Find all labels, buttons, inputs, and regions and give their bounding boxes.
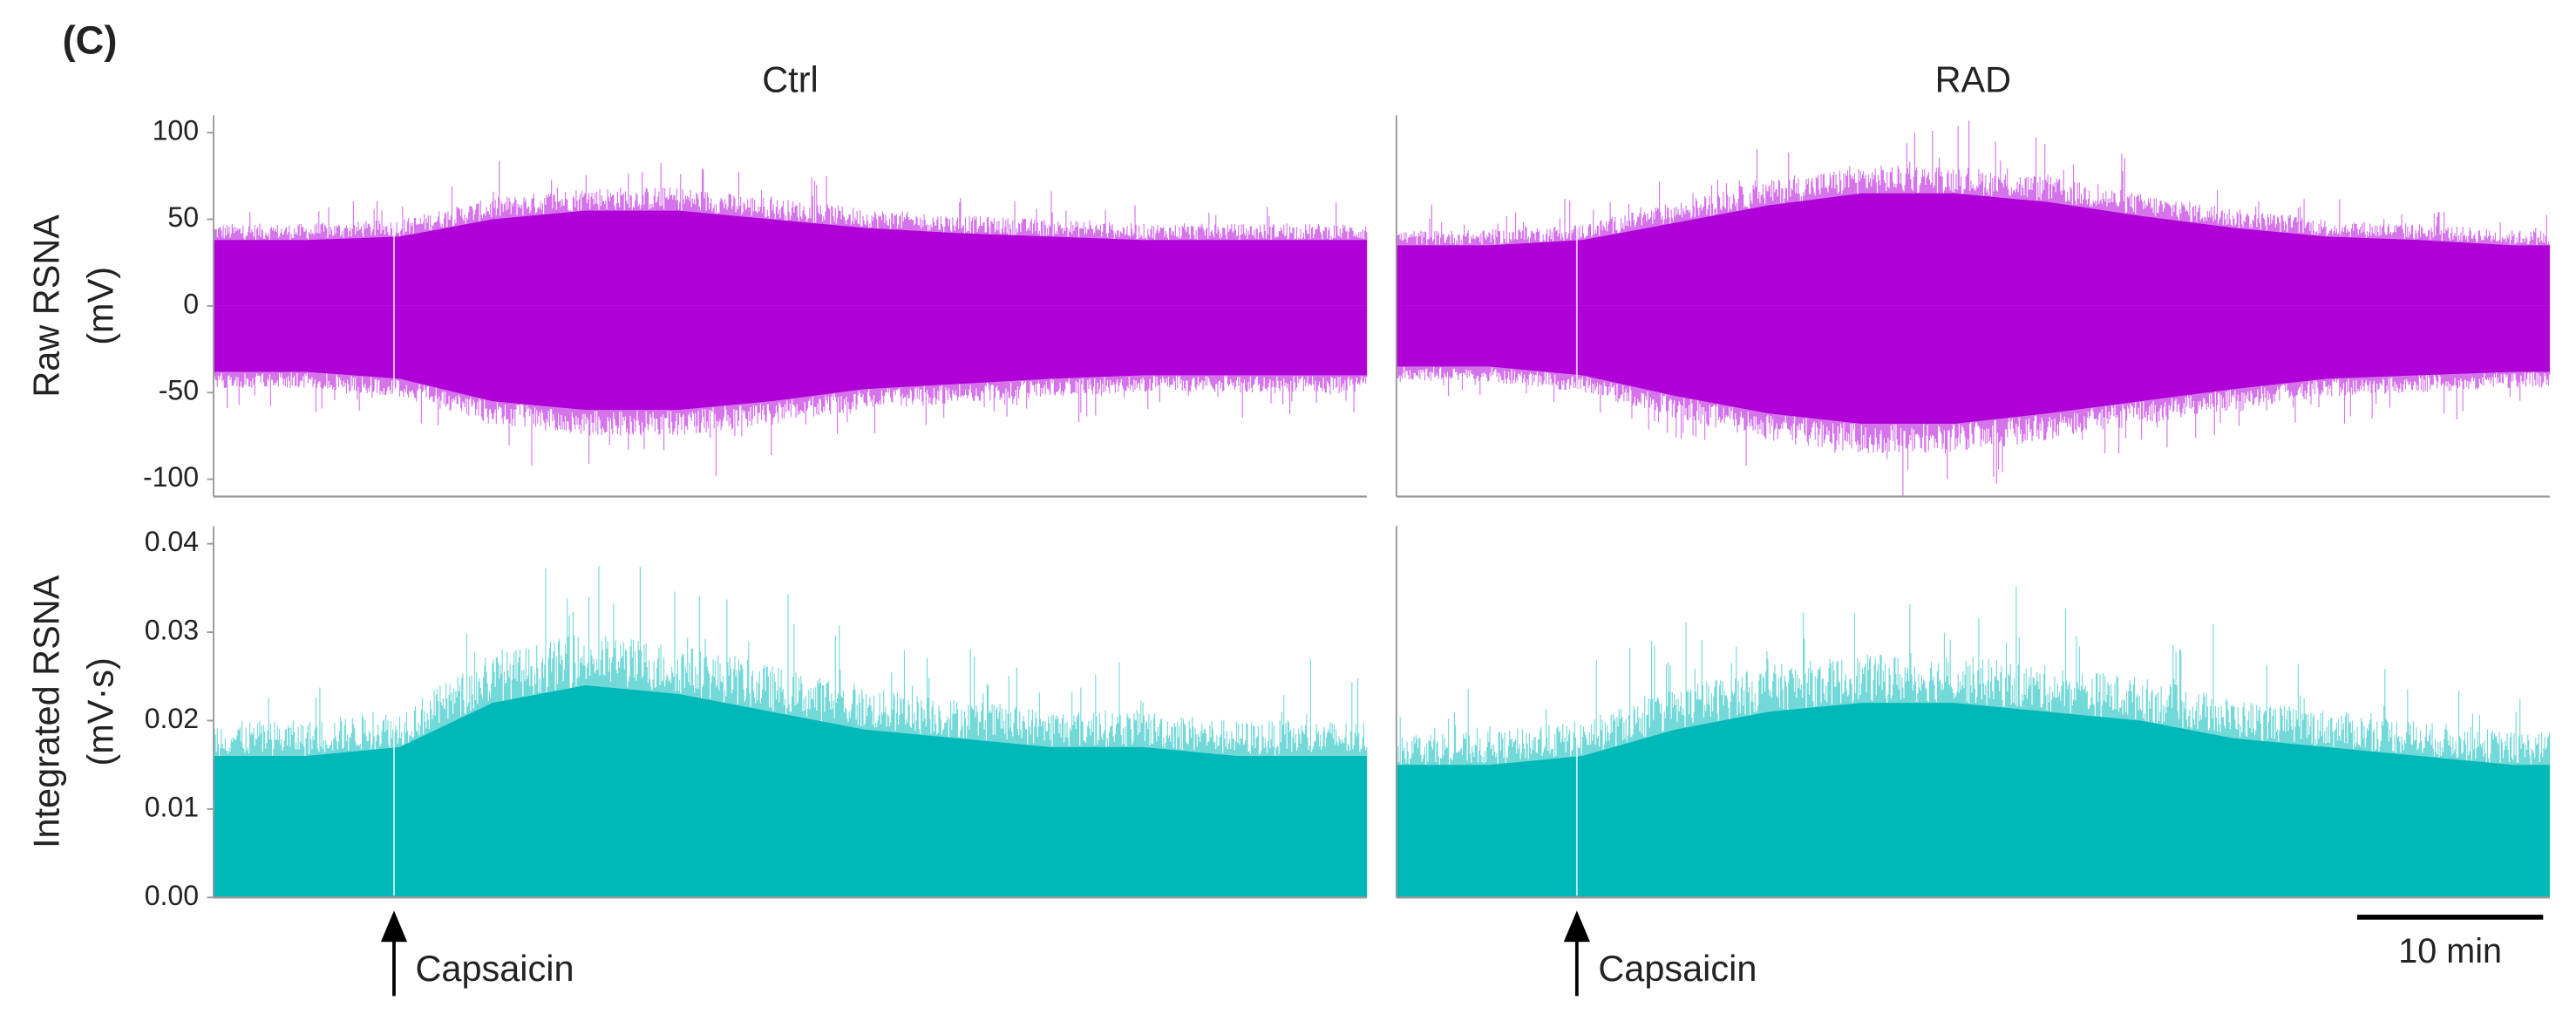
signal-area [1396,305,2550,424]
signal-area [1396,193,2550,306]
y-tick-label: 100 [153,115,199,146]
annotation-label: Capsaicin [1598,948,1757,989]
y-tick-label: 0 [183,288,199,319]
y-tick-label: -100 [143,461,199,493]
y-tick-label: 0.04 [145,526,199,557]
y-axis-label: (mV·s) [80,657,121,766]
y-axis-label: (mV) [80,267,121,345]
scale-bar-label: 10 min [2398,932,2502,970]
figure-label: (C) [63,17,118,62]
y-tick-label: 0.03 [145,615,199,646]
y-tick-label: -50 [159,375,199,406]
signal-area [213,210,1367,306]
signal-area [213,305,1367,411]
y-tick-label: 0.02 [145,703,199,734]
y-tick-label: 0.00 [145,880,199,911]
panel-title: Ctrl [762,59,818,100]
y-tick-label: 50 [167,201,199,233]
signal-area [213,685,1367,898]
y-axis-label: Raw RSNA [25,214,66,398]
arrow-head [1563,910,1590,943]
y-axis-label: Integrated RSNA [25,575,66,848]
y-tick-label: 0.01 [145,791,199,822]
annotation-label: Capsaicin [415,948,574,989]
arrow-head [380,910,408,943]
panel-title: RAD [1935,59,2012,100]
signal-area [1396,703,2550,898]
